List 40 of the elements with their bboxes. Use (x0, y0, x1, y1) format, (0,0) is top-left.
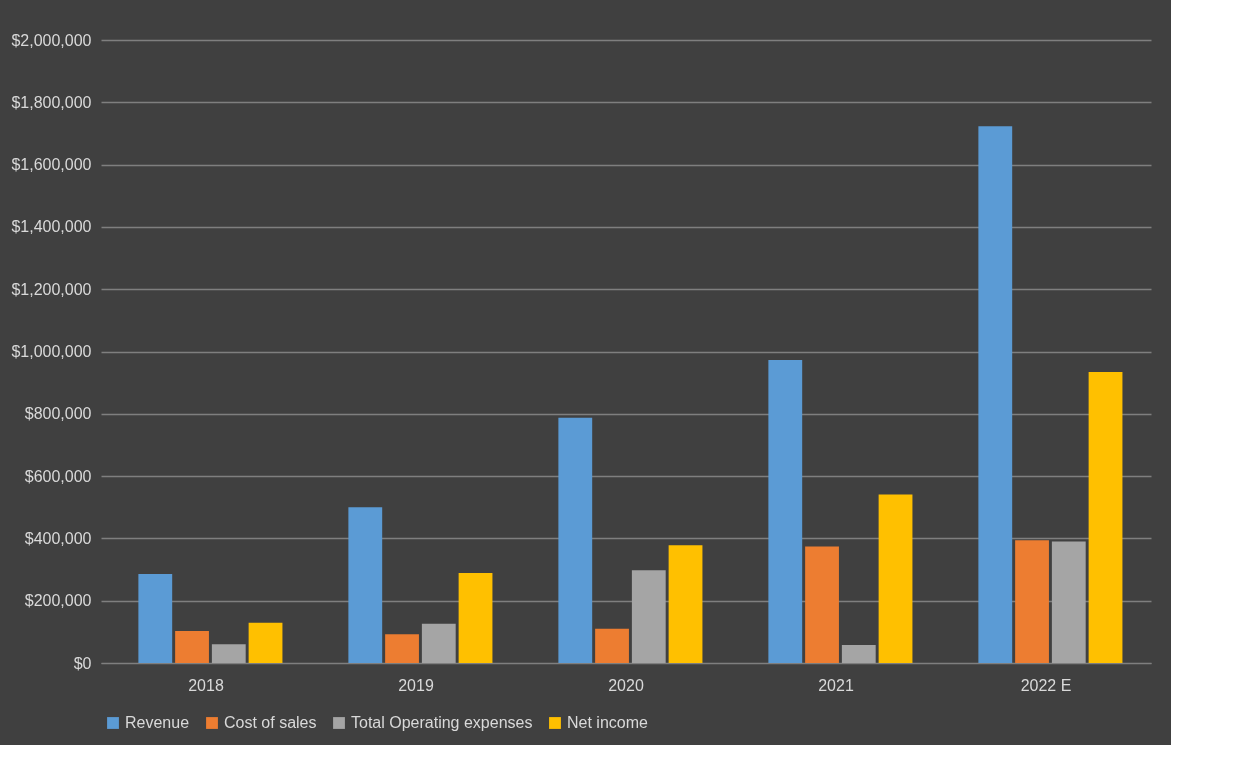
x-tick-label: 2018 (188, 676, 224, 694)
bar (248, 622, 283, 663)
legend-label: Net income (567, 714, 649, 731)
bar (385, 634, 419, 663)
bar (631, 570, 666, 663)
bar (1051, 541, 1086, 663)
bar (1015, 540, 1049, 663)
legend-label: Revenue (125, 714, 190, 731)
bar (805, 546, 839, 663)
y-tick-label: $2,000,000 (11, 31, 92, 49)
bar (768, 359, 803, 663)
bar (878, 494, 913, 663)
y-tick-label: $400,000 (24, 529, 92, 547)
y-tick-label: $1,800,000 (11, 93, 92, 111)
bar (841, 644, 876, 663)
bar (175, 630, 209, 663)
y-tick-label: $1,000,000 (11, 343, 92, 360)
x-tick-label: 2021 (818, 676, 854, 694)
x-tick-label: 2022 E (1020, 676, 1072, 694)
y-tick-label: $200,000 (24, 592, 92, 610)
bar (978, 126, 1013, 663)
y-tick-label: $800,000 (24, 405, 92, 423)
y-tick-label: $1,600,000 (11, 156, 92, 174)
x-tick-label: 2020 (608, 676, 644, 694)
legend-label: Cost of sales (224, 714, 317, 731)
y-tick-label: $600,000 (24, 467, 92, 485)
y-tick-label: $1,400,000 (11, 218, 92, 236)
bar (458, 572, 493, 663)
y-tick-label: $0 (73, 654, 92, 672)
bar (421, 623, 456, 663)
bar (595, 628, 629, 663)
y-tick-label: $1,200,000 (11, 280, 92, 298)
bar (1088, 372, 1123, 663)
bar (211, 644, 246, 663)
bar (558, 417, 593, 663)
bar (668, 545, 703, 663)
legend-label: Total Operating expenses (351, 714, 533, 731)
bar (348, 507, 383, 663)
bar (138, 573, 173, 663)
x-tick-label: 2019 (398, 676, 434, 694)
